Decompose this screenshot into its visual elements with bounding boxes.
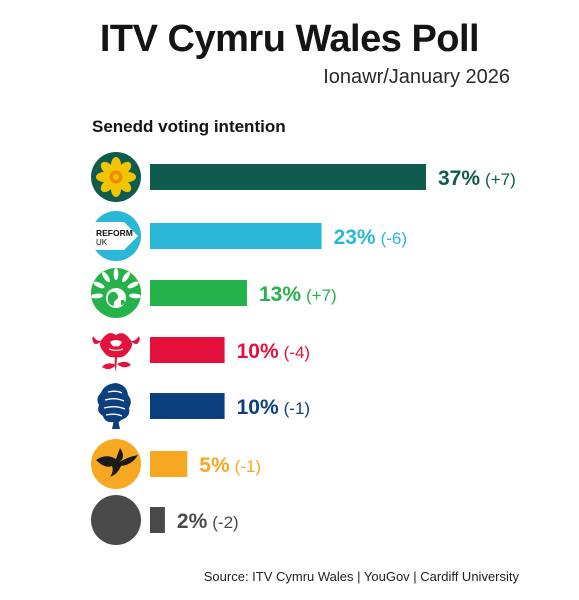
reform-logo-line2: UK [96, 238, 108, 247]
source-note: Source: ITV Cymru Wales | YouGov | Cardi… [203, 569, 519, 584]
bar-label-conservative: 10% (-1) [237, 396, 310, 419]
green-party-logo-icon [91, 268, 141, 318]
bar-plaid-cymru [150, 164, 426, 190]
poll-subtitle: Ionawr/January 2026 [323, 66, 510, 88]
bar-label-labour: 10% (-4) [237, 340, 310, 363]
bar-label-green: 13% (+7) [259, 283, 337, 306]
value-label-conservative: 10% [237, 396, 279, 419]
bar-label-liberal-democrats: 5% (-1) [199, 454, 261, 477]
change-label-plaid-cymru: (+7) [485, 170, 516, 189]
bar-conservative [150, 393, 225, 419]
bar-other [150, 507, 165, 533]
value-label-reform-uk: 23% [334, 226, 376, 249]
bar-reform-uk [150, 223, 322, 249]
chart-title: Senedd voting intention [92, 117, 286, 136]
reform-logo-line1: REFORM [96, 228, 133, 238]
conservative-tree-logo-icon [91, 381, 141, 431]
poll-title: ITV Cymru Wales Poll [99, 18, 480, 60]
reform-uk-logo-icon: REFORM UK [91, 211, 141, 261]
value-label-green: 13% [259, 283, 301, 306]
bar-labour [150, 337, 225, 363]
change-label-labour: (-4) [284, 343, 310, 362]
lib-dem-bird-logo-icon [91, 439, 141, 489]
bar-label-other: 2% (-2) [177, 510, 239, 533]
value-label-labour: 10% [237, 340, 279, 363]
bar-green [150, 280, 247, 306]
bar-liberal-democrats [150, 451, 188, 477]
bar-label-plaid-cymru: 37% (+7) [438, 167, 516, 190]
other-grey-circle-icon [91, 495, 141, 545]
value-label-liberal-democrats: 5% [199, 454, 230, 477]
change-label-green: (+7) [306, 286, 337, 305]
change-label-conservative: (-1) [284, 399, 310, 418]
change-label-reform-uk: (-6) [381, 229, 407, 248]
bar-label-reform-uk: 23% (-6) [334, 226, 407, 249]
labour-rose-logo-icon [91, 325, 141, 375]
change-label-liberal-democrats: (-1) [235, 457, 261, 476]
change-label-other: (-2) [212, 513, 238, 532]
value-label-other: 2% [177, 510, 208, 533]
daffodil-logo-icon [91, 152, 141, 202]
value-label-plaid-cymru: 37% [438, 167, 480, 190]
